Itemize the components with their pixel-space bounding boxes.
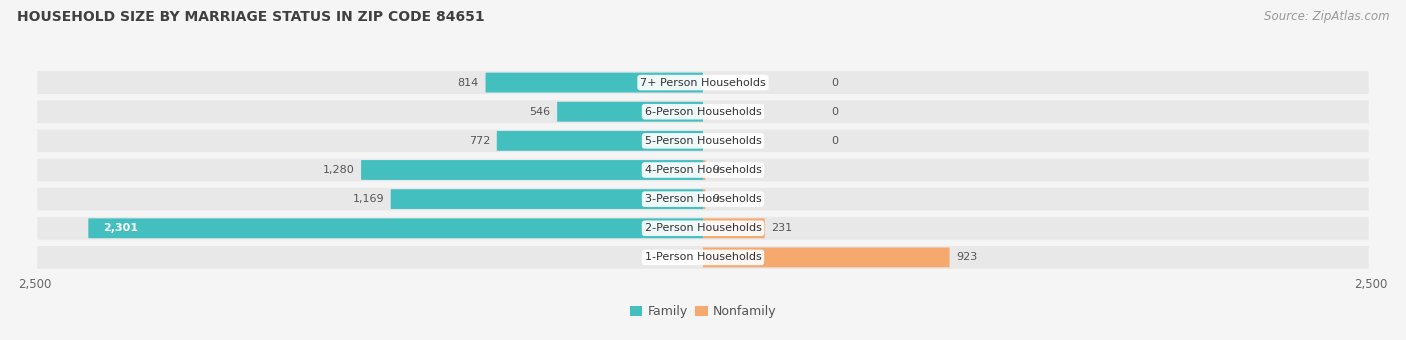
FancyBboxPatch shape — [391, 189, 703, 209]
Text: 231: 231 — [772, 223, 793, 233]
FancyBboxPatch shape — [703, 248, 949, 267]
Text: 814: 814 — [457, 78, 479, 88]
FancyBboxPatch shape — [38, 217, 1368, 240]
FancyBboxPatch shape — [38, 130, 1368, 152]
FancyBboxPatch shape — [38, 100, 1368, 123]
Text: 0: 0 — [831, 107, 838, 117]
FancyBboxPatch shape — [89, 218, 703, 238]
Text: 9: 9 — [711, 165, 720, 175]
FancyBboxPatch shape — [38, 188, 1368, 210]
FancyBboxPatch shape — [557, 102, 703, 122]
Text: 1,280: 1,280 — [322, 165, 354, 175]
FancyBboxPatch shape — [485, 73, 703, 92]
FancyBboxPatch shape — [703, 160, 706, 180]
Text: 4-Person Households: 4-Person Households — [644, 165, 762, 175]
Text: 6-Person Households: 6-Person Households — [644, 107, 762, 117]
FancyBboxPatch shape — [38, 71, 1368, 94]
Legend: Family, Nonfamily: Family, Nonfamily — [624, 300, 782, 323]
FancyBboxPatch shape — [361, 160, 703, 180]
Text: 2-Person Households: 2-Person Households — [644, 223, 762, 233]
FancyBboxPatch shape — [38, 159, 1368, 181]
Text: 1-Person Households: 1-Person Households — [644, 252, 762, 262]
Text: 3-Person Households: 3-Person Households — [644, 194, 762, 204]
Text: 5-Person Households: 5-Person Households — [644, 136, 762, 146]
Text: 9: 9 — [711, 194, 720, 204]
Text: 772: 772 — [468, 136, 491, 146]
FancyBboxPatch shape — [496, 131, 703, 151]
Text: 2,301: 2,301 — [103, 223, 138, 233]
FancyBboxPatch shape — [703, 218, 765, 238]
Text: Source: ZipAtlas.com: Source: ZipAtlas.com — [1264, 10, 1389, 23]
FancyBboxPatch shape — [703, 189, 706, 209]
Text: 0: 0 — [831, 136, 838, 146]
Text: 923: 923 — [956, 252, 977, 262]
Text: 0: 0 — [831, 78, 838, 88]
Text: 7+ Person Households: 7+ Person Households — [640, 78, 766, 88]
Text: 1,169: 1,169 — [353, 194, 384, 204]
FancyBboxPatch shape — [38, 246, 1368, 269]
Text: HOUSEHOLD SIZE BY MARRIAGE STATUS IN ZIP CODE 84651: HOUSEHOLD SIZE BY MARRIAGE STATUS IN ZIP… — [17, 10, 485, 24]
Text: 546: 546 — [529, 107, 551, 117]
